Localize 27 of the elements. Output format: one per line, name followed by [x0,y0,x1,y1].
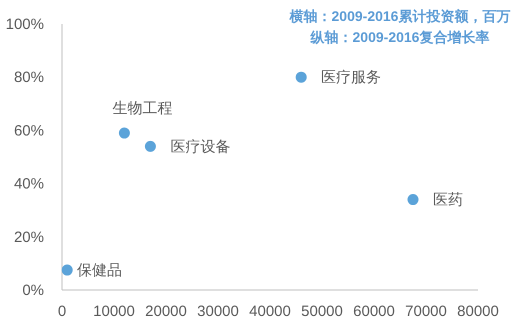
annotation: 保健品 [77,262,122,280]
x-tick-label: 30000 [197,303,239,320]
annotation: 医疗服务 [321,69,382,86]
point [408,194,418,206]
x-tick-label: 40000 [249,303,291,320]
x-tick-label: 20000 [145,303,187,320]
y-tick-label: 40% [14,176,44,193]
y-tick-label: 20% [14,228,44,246]
point [62,264,73,276]
point [296,72,307,83]
y-tick-label: 0% [22,282,44,299]
point [118,128,130,139]
y-tick-label: 80% [14,69,44,86]
x-tick-label: 50000 [301,303,343,320]
annotation: 横轴：2009-2016累计投资额，百万 [288,8,510,24]
point [144,140,156,152]
annotation: 生物工程 [112,100,172,118]
y-tick-label: 100% [6,16,44,33]
x-tick-label: 10000 [93,303,135,320]
x-tick-label: 60000 [353,303,395,320]
annotation: 医疗设备 [170,138,230,156]
x-tick-label: 80000 [457,303,499,320]
x-tick-label: 70000 [405,303,447,320]
annotation: 纵轴：2009-2016复合增长率 [310,29,490,45]
annotation: 医药 [433,192,463,209]
x-tick-label: 0 [58,303,66,320]
y-tick-label: 60% [14,122,44,140]
